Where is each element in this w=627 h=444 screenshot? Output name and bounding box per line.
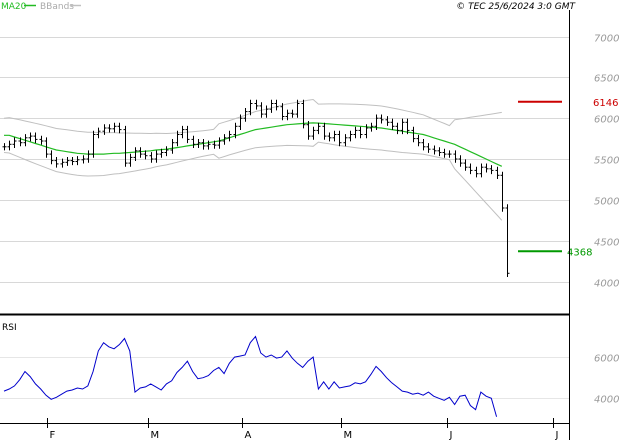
lower-band xyxy=(3,141,503,221)
ma-legend-label: MA20 xyxy=(1,2,27,12)
rsi-y-tick-label: 4000 xyxy=(594,395,619,406)
rsi-path xyxy=(3,335,498,417)
price-y-tick-label: 6500 xyxy=(594,74,619,85)
rsi-y-axis: 4000 6000 xyxy=(594,354,619,406)
price-y-axis: 4000 4500 5000 5500 6000 6500 7000 xyxy=(594,34,619,290)
price-y-tick-label: 7000 xyxy=(594,34,619,45)
rsi-y-tick-label: 6000 xyxy=(594,354,619,365)
x-tick-label: F xyxy=(50,430,56,440)
price-level-label: 6146 xyxy=(593,98,618,109)
price-y-tick-label: 5000 xyxy=(594,197,619,208)
price-y-tick-label: 5500 xyxy=(594,156,619,167)
price-y-tick-label: 4000 xyxy=(594,279,619,290)
rsi-grid xyxy=(0,357,569,399)
bands-legend-label: BBands xyxy=(40,2,74,12)
ma20-line xyxy=(4,122,503,167)
price-bars xyxy=(2,99,510,277)
upper-band xyxy=(3,98,502,135)
x-tick-label: A xyxy=(245,430,252,440)
price-levels: 6146 4368 xyxy=(518,98,618,258)
x-tick-label: M xyxy=(151,430,160,440)
x-tick-label: J xyxy=(449,430,453,440)
x-tick-label: J xyxy=(555,430,559,440)
price-level-label: 4368 xyxy=(567,247,592,258)
price-grid xyxy=(0,37,569,283)
rsi-line xyxy=(3,335,498,417)
price-y-tick-label: 6000 xyxy=(594,115,619,126)
bollinger-bands xyxy=(3,98,503,221)
x-tick-label: M xyxy=(344,430,353,440)
chart-credit: © TEC 25/6/2024 3:0 GMT xyxy=(456,2,576,12)
rsi-panel-title: RSI xyxy=(2,323,17,333)
ma20-path xyxy=(4,122,503,167)
price-y-tick-label: 4500 xyxy=(594,238,619,249)
